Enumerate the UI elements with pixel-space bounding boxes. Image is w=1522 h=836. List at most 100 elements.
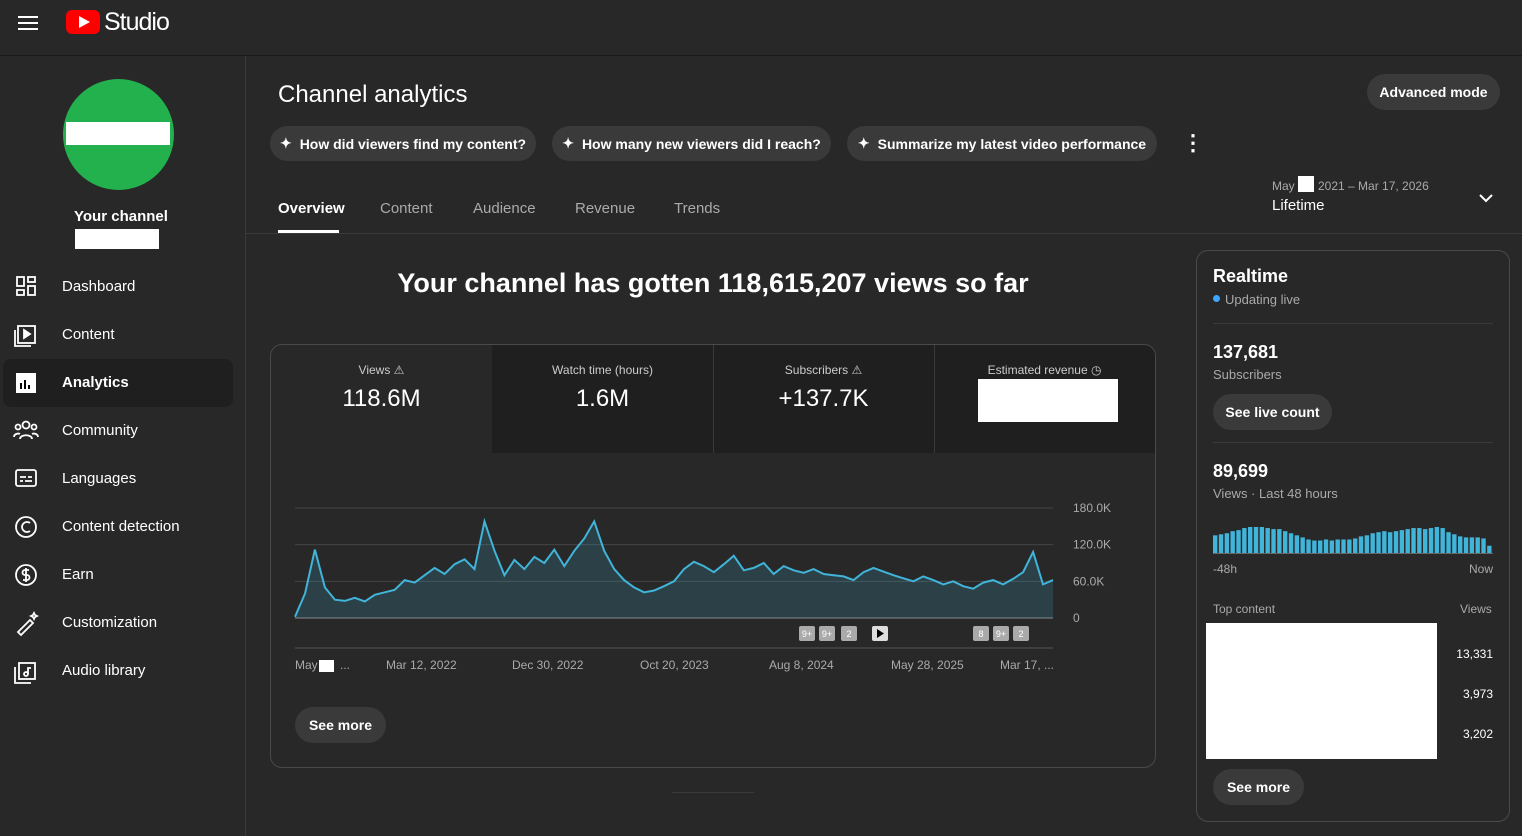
metric-value: 1.6M xyxy=(575,385,630,412)
bar xyxy=(1452,534,1457,553)
annotation-badge xyxy=(993,626,1009,641)
see-more-button[interactable]: See more xyxy=(1213,769,1304,805)
chip-text: Summarize my latest video performance xyxy=(877,135,1147,152)
metric-value: 118.6M xyxy=(342,385,421,412)
nav-item[interactable]: Audio library xyxy=(62,662,146,679)
bar xyxy=(1446,532,1451,553)
views-label: Views · Last 48 hours xyxy=(1213,486,1338,501)
date-period[interactable]: Lifetime xyxy=(1272,197,1325,214)
metric-label[interactable]: Views ⚠ xyxy=(358,363,405,377)
tab[interactable]: Overview xyxy=(278,200,345,217)
live-dot xyxy=(1213,295,1220,302)
redaction xyxy=(66,122,170,145)
suggestion-chip[interactable]: ✦ Summarize my latest video performance xyxy=(847,126,1157,161)
bar xyxy=(1224,533,1230,553)
tab[interactable]: Trends xyxy=(674,200,721,217)
bar xyxy=(1440,528,1445,553)
menu-button[interactable] xyxy=(18,14,40,32)
bar xyxy=(1283,531,1288,553)
metric-label-text: Estimated revenue xyxy=(987,363,1088,377)
nav-item[interactable]: Content detection xyxy=(62,518,180,535)
see-more-button[interactable]: See more xyxy=(295,707,386,743)
x-end-label: Now xyxy=(1469,562,1493,576)
views-count: 89,699 xyxy=(1213,461,1269,481)
top-content-views: 3,202 xyxy=(1462,727,1493,741)
nav-item[interactable]: Community xyxy=(62,422,138,439)
chip-text: How did viewers find my content? xyxy=(299,135,527,152)
bar xyxy=(1318,540,1323,553)
bar xyxy=(1388,532,1393,553)
chip-text: How many new viewers did I reach? xyxy=(581,135,821,152)
nav-item[interactable]: Earn xyxy=(62,566,94,583)
bar xyxy=(1358,536,1364,553)
bar xyxy=(1411,528,1416,553)
bar xyxy=(1376,532,1381,553)
more-button[interactable]: ⋮ xyxy=(1182,130,1204,155)
bar xyxy=(1335,539,1340,553)
bar xyxy=(1294,535,1300,553)
bar xyxy=(1271,529,1276,553)
metric-value: +137.7K xyxy=(778,385,869,412)
nav-item[interactable]: Customization xyxy=(62,614,158,631)
bar xyxy=(1475,537,1480,553)
divider xyxy=(934,345,935,453)
x-start-label: -48h xyxy=(1213,562,1237,576)
annotation-label: 8 xyxy=(978,629,983,639)
line xyxy=(294,517,1054,618)
sidebar-border xyxy=(245,56,246,836)
redaction xyxy=(319,660,334,672)
header xyxy=(0,0,1522,56)
divider xyxy=(1213,323,1493,324)
bar xyxy=(1259,527,1265,553)
y-tick-label: 120.0K xyxy=(1073,538,1111,552)
bar xyxy=(1469,537,1475,553)
y-tick-label: 0 xyxy=(1073,611,1080,625)
bar xyxy=(1288,533,1294,553)
y-tick-label: 60.0K xyxy=(1073,574,1104,588)
annotation-label: 9+ xyxy=(822,629,832,639)
y-tick-label: 180.0K xyxy=(1073,501,1111,515)
bar xyxy=(1399,530,1405,553)
divider xyxy=(1213,442,1493,443)
area xyxy=(295,521,1053,618)
bar xyxy=(1428,528,1434,553)
top-content-label: Top content xyxy=(1213,602,1276,616)
metric-label[interactable]: Watch time (hours) xyxy=(552,363,653,377)
bar xyxy=(1253,527,1259,553)
nav-item[interactable]: Analytics xyxy=(62,374,129,391)
views-chart: 0 60.0K 120.0K 180.0K May Mar 12, 2022 Dec 30,… xyxy=(294,501,1111,672)
annotation-label: 2 xyxy=(846,629,851,639)
suggestion-chip[interactable]: ✦ How did viewers find my content? xyxy=(270,126,536,161)
tab[interactable]: Content xyxy=(380,200,433,217)
subscriber-count: 137,681 xyxy=(1213,342,1279,362)
play-icon xyxy=(877,629,884,638)
bar xyxy=(1487,545,1492,553)
metric-label-text: Subscribers xyxy=(784,363,849,377)
nav-item[interactable]: Content xyxy=(62,326,115,343)
metric-label-text: Views xyxy=(358,363,391,377)
suggestion-chip[interactable]: ✦ How many new viewers did I reach? xyxy=(552,126,831,161)
metric-label[interactable]: Estimated revenue ◷ xyxy=(987,363,1102,377)
divider xyxy=(246,233,1522,234)
metric-label[interactable]: Subscribers ⚠ xyxy=(784,363,863,377)
bar xyxy=(1463,537,1469,553)
advanced-mode-button[interactable]: Advanced mode xyxy=(1367,74,1500,110)
channel-label: Your channel xyxy=(74,208,168,225)
annotation-badge xyxy=(799,626,815,641)
tab[interactable]: Audience xyxy=(473,200,536,217)
scroll-indicator xyxy=(672,792,754,793)
redaction xyxy=(1206,623,1437,759)
nav-item[interactable]: Languages xyxy=(62,470,137,487)
bar xyxy=(1393,531,1399,553)
headline: Your channel has gotten 118,615,207 view… xyxy=(397,268,1029,298)
annotation-label: 9+ xyxy=(996,629,1006,639)
date-range[interactable]: 2021 – Mar 17, 2026 xyxy=(1318,179,1429,193)
tab[interactable]: Revenue xyxy=(575,200,636,217)
nav-item[interactable]: Dashboard xyxy=(62,278,136,295)
bar xyxy=(1347,539,1352,553)
live-count-button[interactable]: See live count xyxy=(1213,394,1332,430)
date-start: May xyxy=(1272,179,1295,193)
dropdown-arrow[interactable] xyxy=(1478,192,1494,204)
realtime-title: Realtime xyxy=(1213,266,1289,286)
